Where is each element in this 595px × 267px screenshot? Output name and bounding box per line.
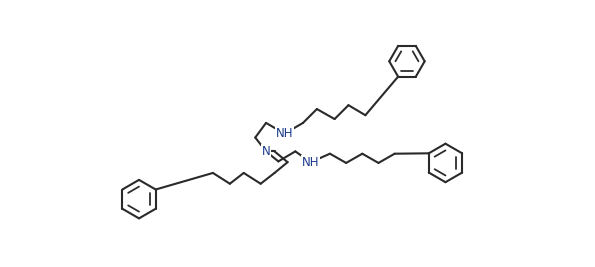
Text: NH: NH bbox=[302, 156, 320, 169]
Text: N: N bbox=[262, 145, 270, 158]
Text: NH: NH bbox=[275, 127, 293, 140]
